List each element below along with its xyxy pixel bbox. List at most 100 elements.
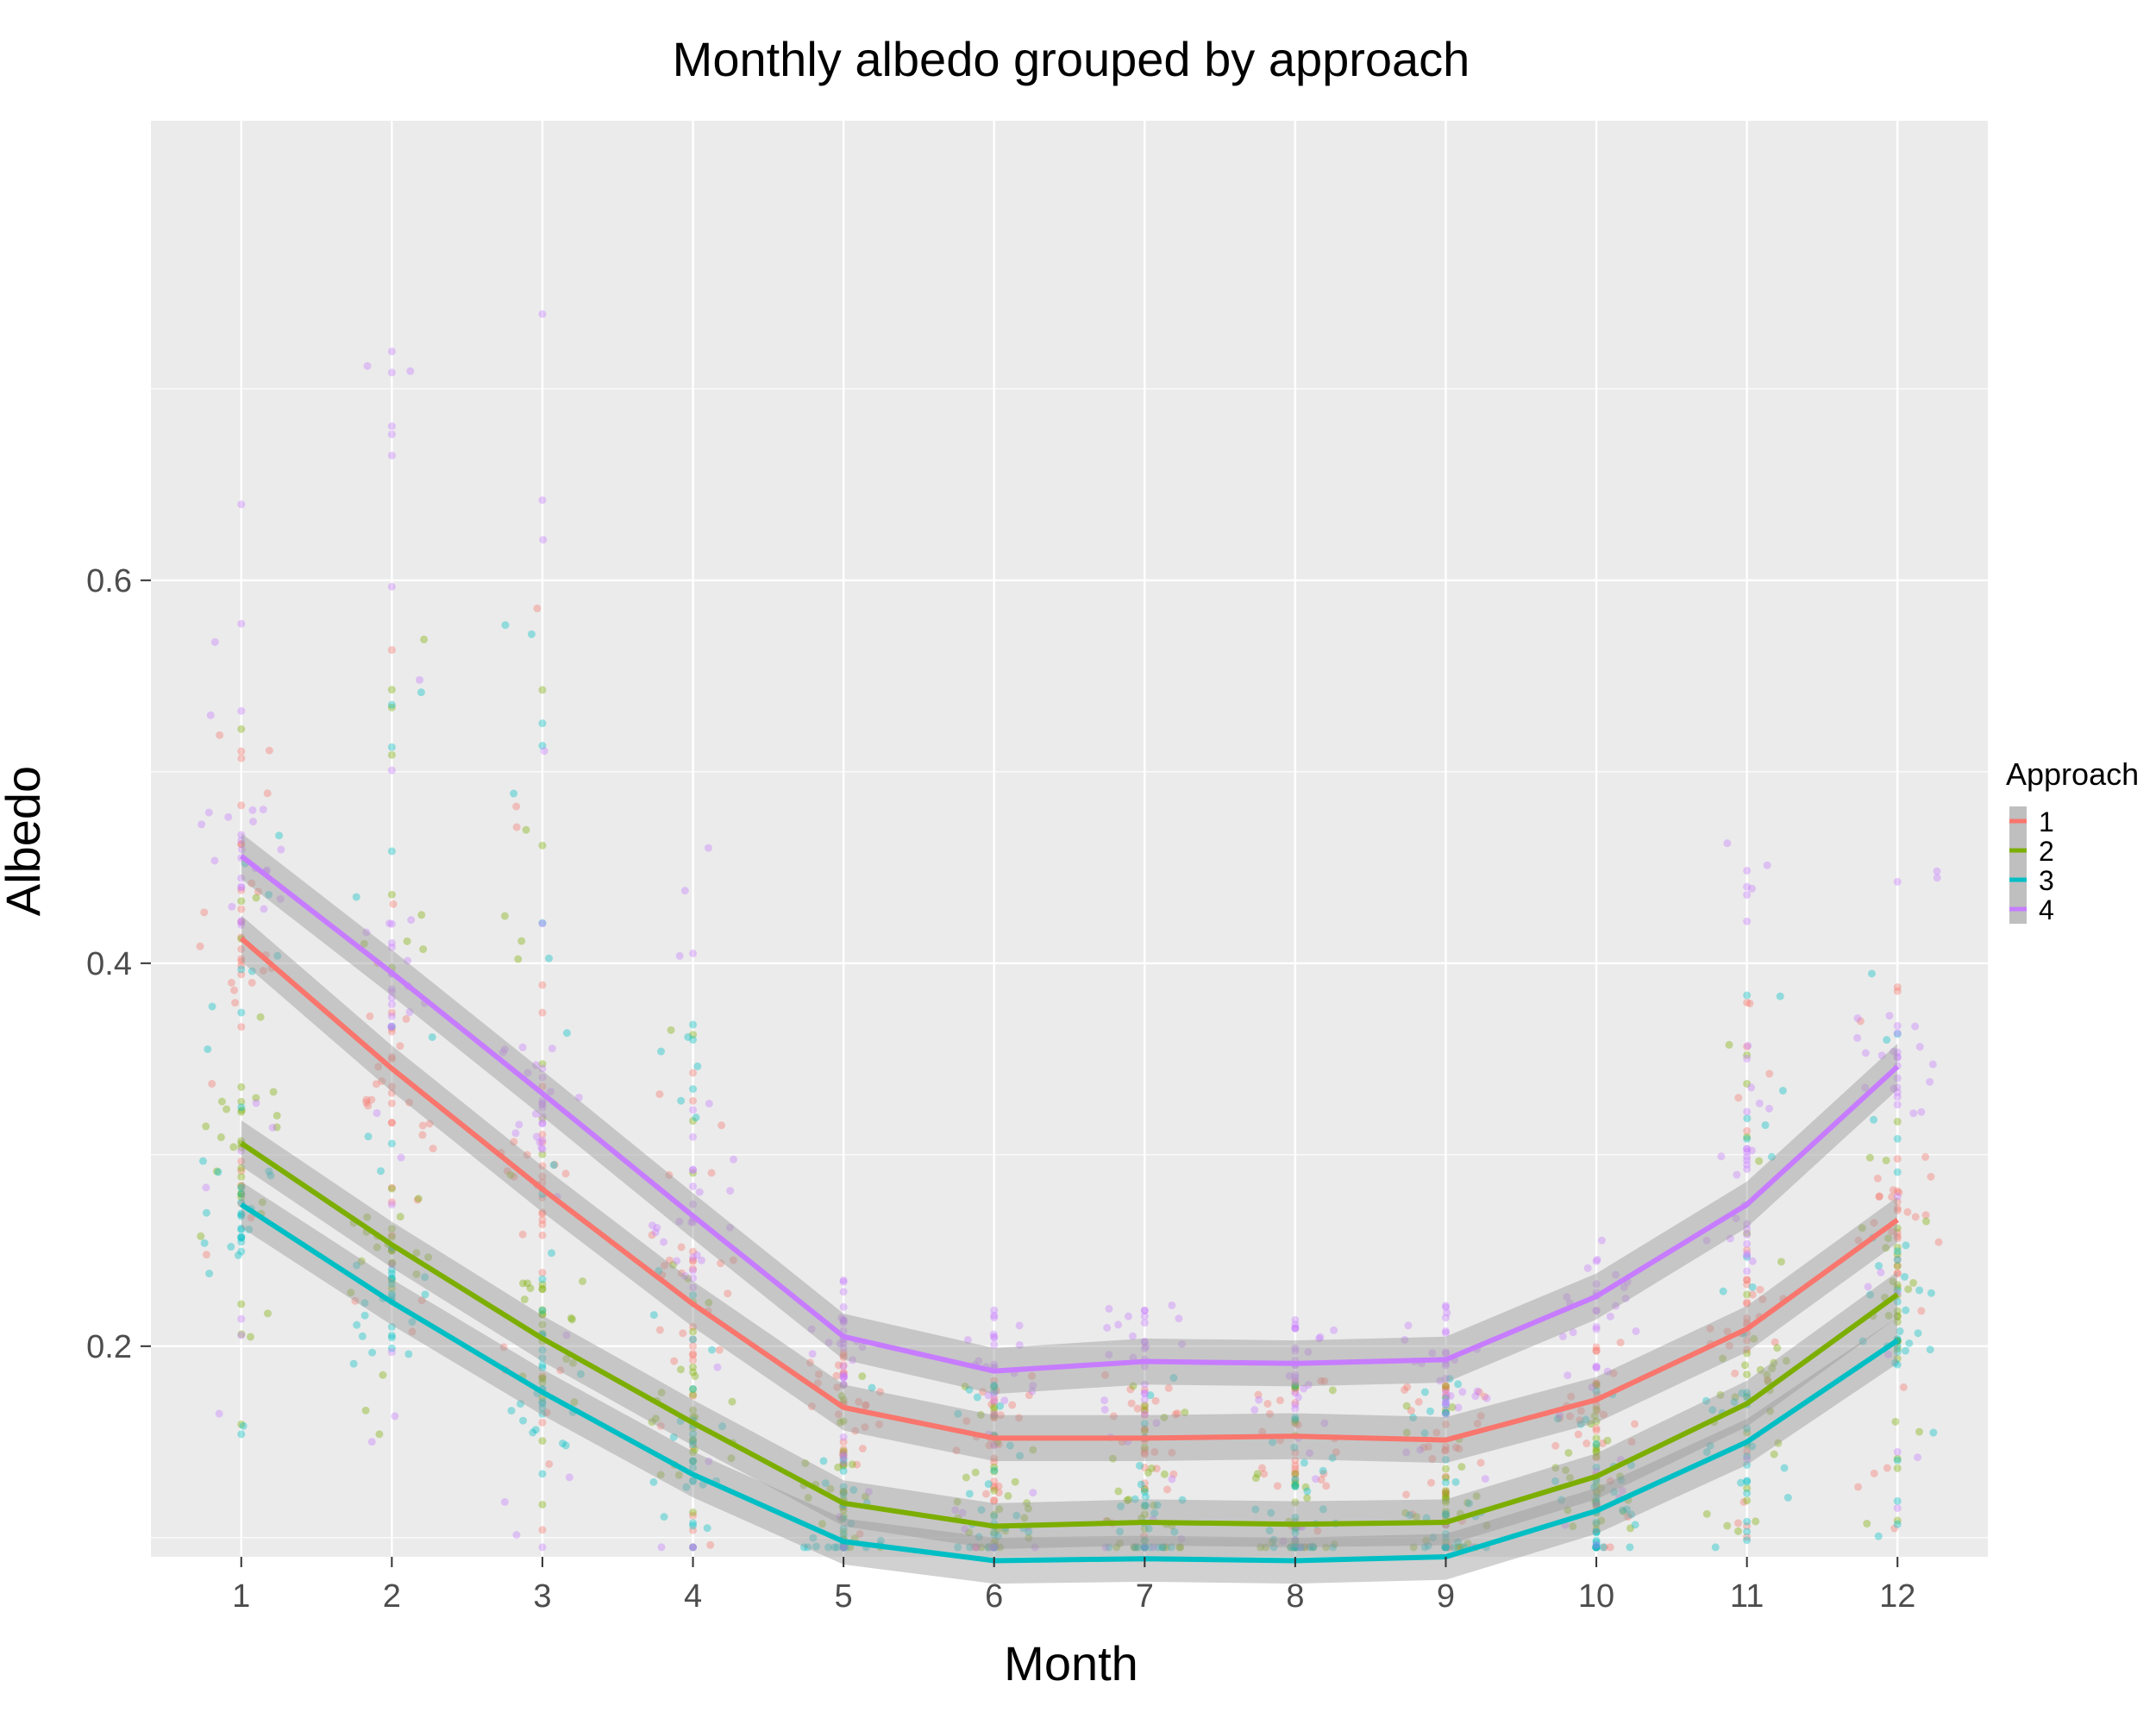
data-point [1569,1328,1577,1337]
data-point [269,1088,278,1096]
data-point [237,957,246,965]
data-point [1885,1012,1894,1020]
data-point [839,1483,848,1491]
data-point [1441,1510,1450,1519]
data-point [1553,1414,1562,1423]
data-point [1140,1407,1149,1415]
data-point [1409,1414,1418,1422]
data-point [1915,1286,1924,1295]
data-point [1592,1488,1601,1496]
data-point [653,1224,661,1233]
data-point [1776,992,1784,1000]
data-point [660,1238,668,1246]
data-point [1893,1224,1902,1233]
data-point [1723,1327,1732,1336]
data-point [542,1408,551,1417]
data-point [537,1144,546,1152]
data-point [1140,1537,1149,1546]
data-point [1291,1543,1300,1552]
data-point [839,1380,848,1389]
series-line-1 [239,936,1900,1443]
data-point [538,919,547,928]
data-point [990,1458,999,1466]
data-point [1592,1543,1601,1552]
data-point [1140,1450,1149,1458]
data-point [1624,1513,1633,1521]
data-point [727,1454,736,1463]
data-point [1883,1350,1892,1358]
data-point [548,1249,556,1258]
data-point [669,1433,678,1441]
data-point [655,1326,664,1334]
data-point [1587,1420,1595,1428]
data-point [252,1099,260,1107]
data-point [1592,1498,1601,1507]
data-point [1592,1520,1601,1528]
data-point [367,1438,376,1446]
data-point [1441,1420,1450,1428]
data-point [216,731,224,739]
data-point [689,1511,698,1520]
data-point [512,802,521,811]
data-point [1743,1527,1752,1536]
data-point [229,1143,238,1151]
data-point [1612,1302,1620,1310]
data-point [1743,1156,1752,1164]
data-point [1606,1543,1614,1552]
data-point [689,1182,698,1190]
data-point [814,1370,823,1378]
data-point [990,1543,999,1552]
data-point [858,1445,867,1453]
data-point [1133,1404,1142,1413]
data-point [500,912,509,920]
data-point [1743,1484,1752,1493]
data-point [237,1172,246,1181]
data-point [538,1374,547,1383]
data-point [1291,1389,1300,1397]
data-point [1424,1442,1432,1451]
data-point [1443,1543,1451,1552]
data-point [1592,1402,1601,1410]
data-point [990,1543,999,1552]
data-point [849,1485,858,1494]
data-point [1917,1307,1926,1315]
data-point [697,1256,705,1264]
data-point [1140,1319,1149,1327]
data-point [237,619,246,628]
data-point [538,1418,547,1427]
data-point [1606,1312,1614,1320]
data-point [1441,1498,1450,1507]
data-point [237,1330,246,1339]
data-point [1856,1017,1865,1026]
data-point [1927,1289,1935,1297]
data-point [1734,1094,1743,1102]
data-point [1441,1490,1450,1499]
data-point [1309,1543,1318,1552]
data-point [839,1543,848,1552]
data-point [1140,1485,1149,1494]
data-point [202,1208,210,1217]
data-point [1441,1303,1450,1312]
data-point [1441,1409,1450,1418]
data-point [1150,1501,1158,1509]
data-point [1265,1409,1274,1418]
data-point [839,1543,848,1552]
data-point [1441,1410,1450,1419]
data-point [1914,1453,1922,1462]
x-axis-title: Month [1004,1636,1138,1690]
data-point [1414,1397,1423,1406]
data-point [839,1543,848,1552]
data-point [1441,1328,1450,1337]
data-point [1140,1337,1149,1346]
data-point [1140,1406,1149,1414]
data-point [1755,1099,1764,1107]
data-point [1765,1104,1774,1113]
data-point [499,1343,508,1352]
data-point [353,1261,361,1270]
data-point [538,1130,547,1138]
data-point [1883,1464,1891,1472]
data-point [1592,1440,1601,1448]
data-point [1129,1382,1138,1390]
data-point [1291,1381,1300,1389]
data-point [247,1214,255,1222]
